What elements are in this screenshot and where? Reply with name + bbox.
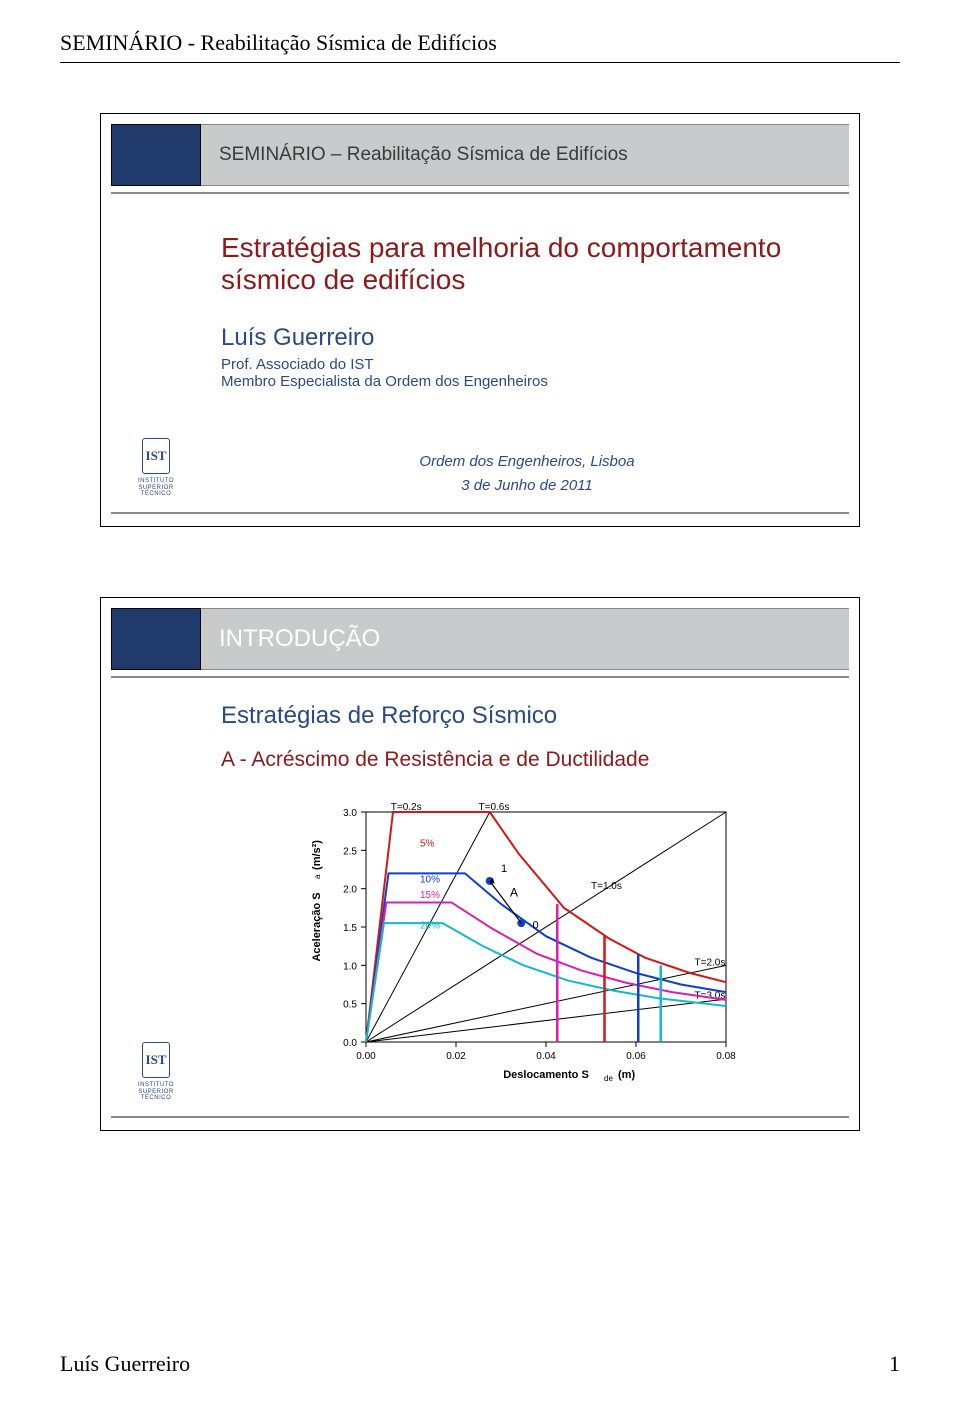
svg-text:0.5: 0.5: [343, 1000, 357, 1011]
slide2-subtitle-1: Estratégias de Reforço Sísmico: [221, 702, 833, 730]
slide1-role-1: Prof. Associado do IST: [221, 356, 833, 373]
chart-container: 0.0 0.5 1.0 1.5 2.0 2.5 3.0 0.00 0.02 0.04 0.06 0.0…: [221, 802, 833, 1092]
ist-logo-block: IST INSTITUTO SUPERIOR TÉCNICO: [138, 1042, 174, 1102]
svg-text:0.00: 0.00: [356, 1051, 376, 1062]
svg-text:0.0: 0.0: [343, 1038, 357, 1049]
svg-text:1: 1: [501, 863, 507, 875]
svg-text:15%: 15%: [420, 890, 440, 901]
ist-logo-block: IST INSTITUTO SUPERIOR TÉCNICO: [138, 438, 174, 498]
svg-text:Deslocamento S: Deslocamento S: [503, 1069, 589, 1081]
svg-text:a: a: [313, 874, 322, 879]
header-rule: [60, 62, 900, 63]
slide1-venue: Ordem dos Engenheiros, Lisboa 3 de Junho…: [221, 450, 833, 498]
slide1-content: Estratégias para melhoria do comportamen…: [201, 198, 849, 508]
divider: [111, 676, 849, 678]
slide2-left-col: IST INSTITUTO SUPERIOR TÉCNICO: [111, 682, 201, 1112]
svg-text:Aceleração S: Aceleração S: [311, 892, 323, 961]
slide1-left-col: IST INSTITUTO SUPERIOR TÉCNICO: [111, 198, 201, 508]
svg-text:A: A: [510, 885, 518, 899]
divider: [111, 1116, 849, 1118]
svg-text:(m): (m): [618, 1069, 635, 1081]
svg-text:1.0: 1.0: [343, 961, 357, 972]
running-header: SEMINÁRIO - Reabilitação Sísmica de Edif…: [60, 30, 900, 56]
slide1-banner: SEMINÁRIO – Reabilitação Sísmica de Edif…: [201, 124, 849, 186]
svg-text:5%: 5%: [420, 839, 435, 850]
ist-logo-text-3: TÉCNICO: [138, 1095, 174, 1102]
ist-logo-icon: IST: [142, 438, 170, 474]
divider: [111, 192, 849, 194]
svg-text:de: de: [604, 1074, 613, 1083]
svg-text:0.02: 0.02: [446, 1051, 466, 1062]
page-footer: Luís Guerreiro 1: [60, 1351, 900, 1377]
ist-logo-text-3: TÉCNICO: [138, 491, 174, 498]
svg-text:10%: 10%: [420, 875, 440, 886]
slide1-main-title: Estratégias para melhoria do comportamen…: [221, 232, 833, 296]
svg-text:20%: 20%: [420, 921, 440, 932]
slide1-titlebar: SEMINÁRIO – Reabilitação Sísmica de Edif…: [111, 124, 849, 186]
venue-line-1: Ordem dos Engenheiros, Lisboa: [221, 450, 833, 474]
slide2-titlebar: INTRODUÇÃO: [111, 608, 849, 670]
svg-text:T=1.0s: T=1.0s: [591, 881, 622, 892]
svg-text:3.0: 3.0: [343, 808, 357, 819]
venue-line-2: 3 de Junho de 2011: [221, 474, 833, 498]
footer-page-number: 1: [889, 1351, 900, 1377]
footer-author: Luís Guerreiro: [60, 1351, 190, 1377]
ist-logo-text-1: INSTITUTO: [138, 1082, 174, 1089]
slide-2: INTRODUÇÃO IST INSTITUTO SUPERIOR TÉCNIC…: [100, 597, 860, 1131]
slide1-author: Luís Guerreiro: [221, 324, 833, 352]
svg-text:1.5: 1.5: [343, 923, 357, 934]
svg-text:0.08: 0.08: [716, 1051, 736, 1062]
adrs-chart: 0.0 0.5 1.0 1.5 2.0 2.5 3.0 0.00 0.02 0.04 0.06 0.0…: [302, 802, 752, 1092]
slide2-banner: INTRODUÇÃO: [201, 608, 849, 670]
title-blue-square: [111, 124, 201, 186]
ist-logo-text-1: INSTITUTO: [138, 478, 174, 485]
svg-text:0.06: 0.06: [626, 1051, 646, 1062]
slide1-role-2: Membro Especialista da Ordem dos Engenhe…: [221, 373, 833, 390]
svg-text:(m/s²): (m/s²): [311, 840, 323, 870]
svg-text:T=2.0s: T=2.0s: [695, 958, 726, 969]
slide2-subtitle-2: A - Acréscimo de Resistência e de Ductil…: [221, 748, 833, 772]
slide-1: SEMINÁRIO – Reabilitação Sísmica de Edif…: [100, 113, 860, 527]
divider: [111, 512, 849, 514]
slide2-content: Estratégias de Reforço Sísmico A - Acrés…: [201, 682, 849, 1112]
svg-text:0: 0: [533, 920, 539, 932]
svg-text:2.5: 2.5: [343, 846, 357, 857]
svg-text:2.0: 2.0: [343, 885, 357, 896]
page: SEMINÁRIO - Reabilitação Sísmica de Edif…: [0, 0, 960, 1403]
title-blue-square: [111, 608, 201, 670]
ist-logo-icon: IST: [142, 1042, 170, 1078]
svg-text:0.04: 0.04: [536, 1051, 556, 1062]
